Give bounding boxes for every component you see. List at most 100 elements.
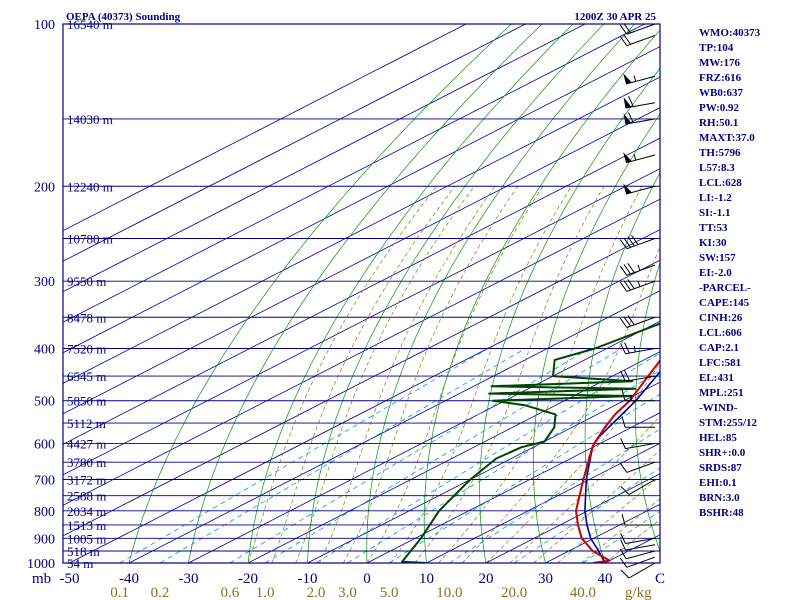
pressure-tick-label: 900 xyxy=(34,532,55,547)
index-item: FRZ:616 xyxy=(699,72,742,84)
mixing-ratio-label: 3.0 xyxy=(338,585,357,600)
moist-adiabat-line xyxy=(509,415,660,563)
index-item: WMO:40373 xyxy=(699,27,761,39)
wind-barb xyxy=(621,513,655,526)
isotherm-line xyxy=(63,168,660,476)
index-item: MW:176 xyxy=(699,57,740,69)
wind-barb xyxy=(621,416,655,428)
wind-barb xyxy=(621,389,655,402)
temperature-tick-label: 30 xyxy=(538,571,553,587)
height-label: 10780 m xyxy=(67,231,113,246)
wind-barb xyxy=(623,112,656,125)
pressure-tick-label: 300 xyxy=(34,275,55,290)
index-item: LI:-1.2 xyxy=(699,192,732,204)
temperature-tick-label: 40 xyxy=(598,571,613,587)
height-label: 1513 m xyxy=(67,518,106,533)
wind-barb xyxy=(619,461,656,473)
isotherm-line xyxy=(63,24,526,262)
chart-title-right: 1200Z 30 APR 25 xyxy=(574,11,656,23)
temperature-tick-label: 0 xyxy=(363,571,371,587)
index-item: SHR+:0.0 xyxy=(699,447,746,459)
isotherm-line xyxy=(63,107,660,415)
dewpoint-profile-line xyxy=(401,322,660,563)
height-label: 16540 m xyxy=(67,17,113,32)
height-label: 5850 m xyxy=(67,394,106,409)
wind-barb xyxy=(619,279,656,292)
wind-barb xyxy=(620,539,656,551)
isotherm-line xyxy=(307,381,660,563)
height-label: 5112 m xyxy=(67,416,106,431)
mixing-ratio-label: 0.6 xyxy=(220,585,239,600)
height-labels: 16540 m 14030 m 12240 m 10780 m 9550 m 8478 m… xyxy=(67,17,113,571)
height-label: 7520 m xyxy=(67,342,106,357)
index-item: LCL:606 xyxy=(699,327,742,339)
plot-frame xyxy=(62,23,661,564)
index-item: HEL:85 xyxy=(699,432,737,444)
temperature-tick-label: 10 xyxy=(419,571,434,587)
index-item: STM:255/12 xyxy=(699,417,758,429)
wind-barb xyxy=(623,152,656,164)
index-item: WB0:637 xyxy=(699,87,744,99)
height-label: 2588 m xyxy=(67,489,106,504)
mixing-ratio-label: 2.0 xyxy=(307,585,326,600)
pressure-tick-label: 200 xyxy=(34,180,55,195)
isotherm-line xyxy=(426,442,660,563)
wind-barb xyxy=(623,96,656,109)
mixing-ratio-label: 5.0 xyxy=(380,585,399,600)
mixing-ratio-label: 10.0 xyxy=(436,585,462,600)
height-label: 3172 m xyxy=(67,473,106,488)
moist-adiabat-line xyxy=(557,475,660,563)
pressure-tick-label: 600 xyxy=(34,437,55,452)
index-item: L57:8.3 xyxy=(699,162,735,174)
wind-barb xyxy=(619,315,656,328)
mixing-ratio-label: 0.1 xyxy=(110,585,129,600)
mixing-ratio-label: 0.2 xyxy=(151,585,170,600)
stability-indices-panel: WMO:40373 TP:104 MW:176 FRZ:616 WB0:637 PW:0.… xyxy=(699,27,761,519)
temperature-tick-label: -20 xyxy=(238,571,258,587)
mixing-ratio-labels: 0.1 0.2 0.6 1.0 2.0 3.0 5.0 10.0 20.0 40.0 xyxy=(110,585,596,600)
wind-barb xyxy=(623,73,656,85)
isotherm-line xyxy=(63,24,586,293)
pressure-tick-labels: 100 200 300 400 500 600 700 800 900 1000 xyxy=(27,18,55,572)
index-item: TH:5796 xyxy=(699,147,741,159)
pressure-tick-label: 500 xyxy=(34,395,55,410)
height-label: 54 m xyxy=(67,556,93,571)
isotherm-line xyxy=(63,76,660,384)
index-item: LCL:628 xyxy=(699,177,742,189)
wind-barb xyxy=(619,23,656,35)
index-item: MAXT:37.0 xyxy=(699,132,755,144)
index-item: SW:157 xyxy=(699,252,736,264)
pressure-axis-label: mb xyxy=(32,571,51,587)
isotherm-line xyxy=(63,24,467,232)
mixing-ratio-label: 20.0 xyxy=(501,585,527,600)
moist-adiabat-line xyxy=(271,186,456,563)
index-item: CAP:2.1 xyxy=(699,342,739,354)
isotherm-line xyxy=(63,198,660,506)
height-label: 6545 m xyxy=(67,369,106,384)
wind-barb xyxy=(620,342,656,355)
index-item: LFC:581 xyxy=(699,357,741,369)
height-label: 3780 m xyxy=(67,455,106,470)
pressure-tick-label: 100 xyxy=(34,18,55,33)
temperature-tick-labels: -50 -40 -30 -20 -10 0 10 20 30 40 xyxy=(60,571,613,587)
mixing-ratio-label: 1.0 xyxy=(256,585,275,600)
index-item: CAPE:145 xyxy=(699,297,750,309)
height-label: 14030 m xyxy=(67,112,113,127)
index-item: TT:53 xyxy=(699,222,728,234)
height-label: 9550 m xyxy=(67,274,106,289)
chart-title-left: OEPA (40373) Sounding xyxy=(66,11,181,23)
isotherm-line xyxy=(188,320,660,563)
index-item: PW:0.92 xyxy=(699,102,740,114)
wind-barb xyxy=(619,235,656,250)
height-label: 4427 m xyxy=(67,436,106,451)
wind-barb xyxy=(619,262,656,276)
index-item: EI:-2.0 xyxy=(699,267,732,279)
mixing-ratio-label: 40.0 xyxy=(570,585,596,600)
index-item: BRN:3.0 xyxy=(699,492,740,504)
index-item: EHI:0.1 xyxy=(699,477,737,489)
index-item: KI:30 xyxy=(699,237,727,249)
wind-barb xyxy=(620,479,656,495)
wind-barb xyxy=(623,183,656,195)
isotherm-line xyxy=(247,351,660,563)
